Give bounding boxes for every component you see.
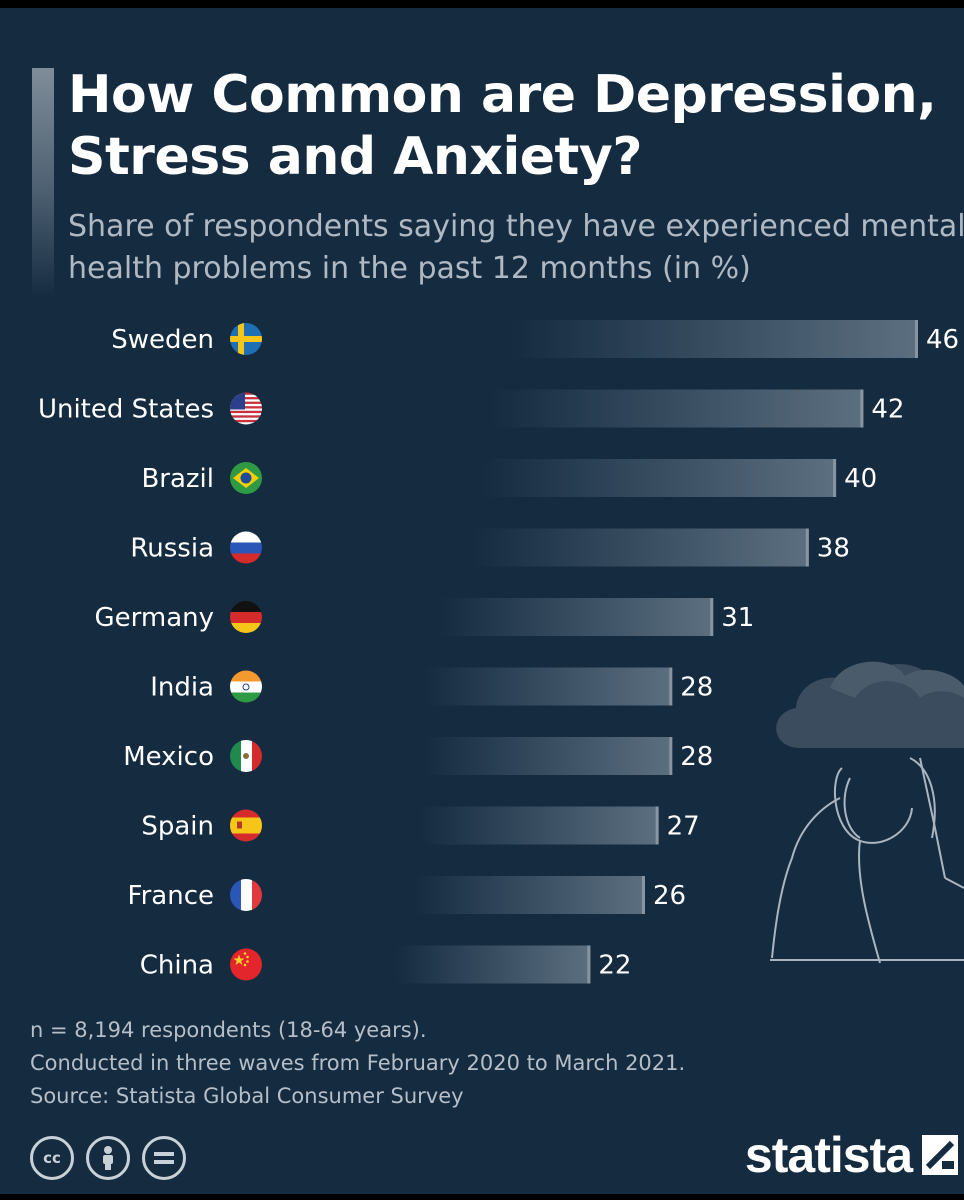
russia-flag-icon bbox=[230, 531, 262, 564]
stressed-person-illustration bbox=[770, 661, 964, 964]
bar-end-china bbox=[587, 945, 591, 984]
bar-end-india bbox=[669, 667, 673, 706]
cc-icon[interactable]: cc bbox=[30, 1136, 74, 1180]
spain-flag-icon bbox=[230, 809, 262, 842]
bar-brazil bbox=[290, 459, 837, 497]
subtitle-line-2: health problems in the past 12 months (i… bbox=[68, 251, 751, 286]
category-label-france: France bbox=[128, 881, 214, 911]
bar-china bbox=[290, 945, 591, 984]
value-label-germany: 31 bbox=[721, 603, 754, 633]
category-label-china: China bbox=[140, 951, 214, 981]
category-label-russia: Russia bbox=[130, 534, 214, 564]
category-label-united-states: United States bbox=[38, 395, 214, 425]
value-label-brazil: 40 bbox=[844, 464, 877, 494]
footnote-waves: Conducted in three waves from February 2… bbox=[30, 1051, 686, 1075]
subtitle-line-1: Share of respondents saying they have ex… bbox=[68, 209, 964, 244]
value-label-china: 22 bbox=[598, 951, 631, 981]
germany-flag-icon bbox=[230, 601, 262, 633]
category-label-germany: Germany bbox=[94, 603, 214, 633]
title-line-1: How Common are Depression, bbox=[68, 65, 937, 125]
chart-subtitle: Share of respondents saying they have ex… bbox=[68, 206, 964, 290]
bar-russia bbox=[290, 528, 809, 567]
brazil-flag-icon bbox=[230, 462, 262, 494]
bar-end-russia bbox=[805, 528, 809, 567]
person-outline-icon bbox=[770, 757, 964, 964]
value-label-russia: 38 bbox=[817, 534, 850, 564]
value-label-spain: 27 bbox=[667, 812, 700, 842]
bar-end-united-states bbox=[860, 389, 864, 428]
license-icons: cc bbox=[30, 1136, 186, 1180]
footnotes: n = 8,194 respondents (18-64 years). Con… bbox=[30, 1014, 685, 1113]
category-label-mexico: Mexico bbox=[123, 742, 214, 772]
category-label-brazil: Brazil bbox=[141, 464, 214, 494]
bar-end-brazil bbox=[833, 459, 837, 497]
attribution-icon[interactable] bbox=[86, 1136, 130, 1180]
united-states-flag-icon bbox=[230, 392, 262, 425]
accent-bar bbox=[32, 68, 54, 298]
bar-end-mexico bbox=[669, 737, 673, 775]
bar-sweden bbox=[290, 320, 918, 358]
bar-germany bbox=[290, 598, 714, 636]
bar-end-france bbox=[641, 876, 645, 914]
bar-end-germany bbox=[710, 598, 714, 636]
category-label-spain: Spain bbox=[141, 812, 214, 842]
category-label-sweden: Sweden bbox=[111, 325, 214, 355]
france-flag-icon bbox=[230, 879, 262, 911]
footnote-source: Source: Statista Global Consumer Survey bbox=[30, 1084, 464, 1108]
chart-title: How Common are Depression, Stress and An… bbox=[68, 64, 937, 188]
infographic: How Common are Depression, Stress and An… bbox=[0, 8, 964, 1194]
china-flag-icon bbox=[230, 948, 262, 981]
sweden-flag-icon bbox=[230, 323, 262, 355]
mexico-flag-icon bbox=[230, 740, 262, 772]
cloud-icon bbox=[776, 661, 964, 748]
brand: statista bbox=[745, 1126, 958, 1184]
statista-logo-icon bbox=[922, 1135, 958, 1175]
bar-chart: Sweden 46 United States 42 Brazil 40 Russia 38 G… bbox=[38, 320, 959, 984]
bar-mexico bbox=[290, 737, 673, 775]
no-derivatives-icon[interactable] bbox=[142, 1136, 186, 1180]
title-line-2: Stress and Anxiety? bbox=[68, 127, 642, 187]
india-flag-icon bbox=[230, 670, 262, 703]
value-label-united-states: 42 bbox=[871, 395, 904, 425]
value-label-india: 28 bbox=[680, 673, 713, 703]
bars-layer: Sweden 46 United States 42 Brazil 40 Russia 38 G… bbox=[38, 320, 959, 984]
bar-france bbox=[290, 876, 645, 914]
bar-end-sweden bbox=[915, 320, 918, 358]
value-label-sweden: 46 bbox=[926, 325, 959, 355]
category-label-india: India bbox=[150, 673, 214, 703]
bar-spain bbox=[290, 806, 659, 845]
bar-united-states bbox=[290, 389, 864, 428]
footnote-sample: n = 8,194 respondents (18-64 years). bbox=[30, 1018, 427, 1042]
brand-name: statista bbox=[744, 1127, 913, 1183]
bar-india bbox=[290, 667, 673, 706]
bar-end-spain bbox=[655, 806, 659, 845]
value-label-mexico: 28 bbox=[680, 742, 713, 772]
value-label-france: 26 bbox=[653, 881, 686, 911]
